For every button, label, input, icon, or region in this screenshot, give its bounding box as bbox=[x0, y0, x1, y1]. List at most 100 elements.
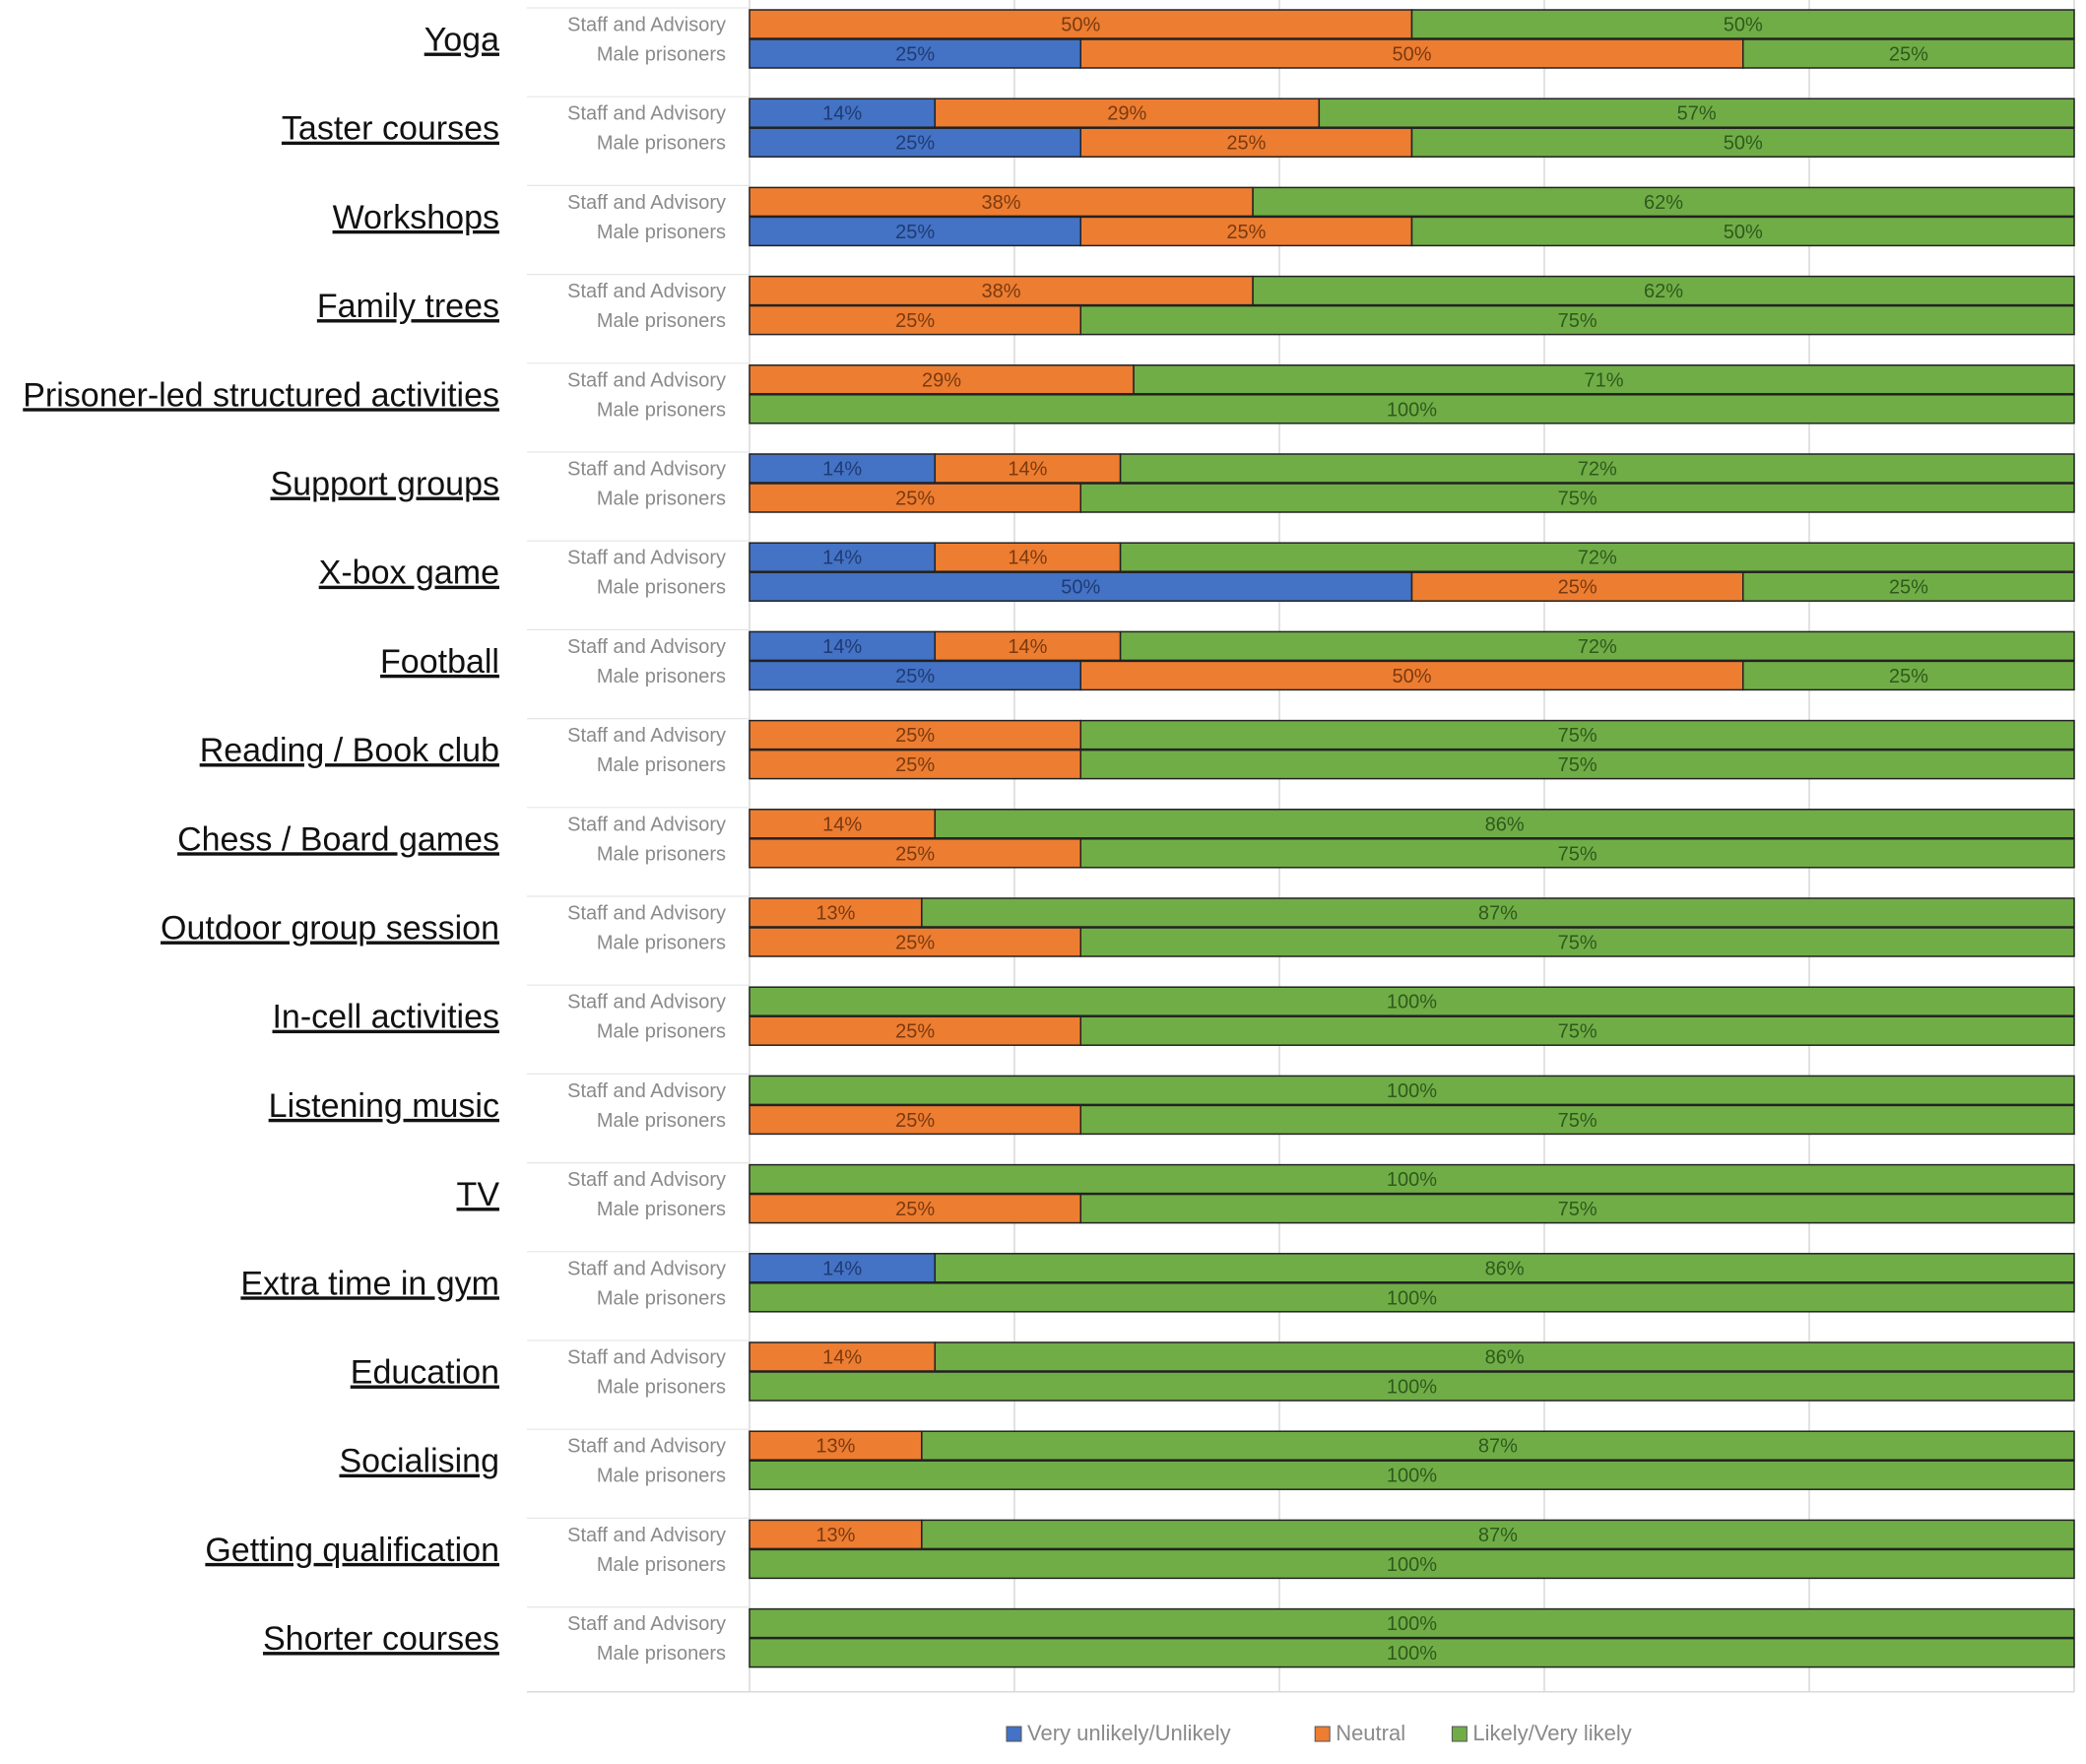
bar-segment bbox=[749, 749, 1081, 780]
data-label: 100% bbox=[1387, 399, 1437, 421]
data-label: 50% bbox=[1724, 15, 1763, 36]
data-label: 62% bbox=[1644, 281, 1683, 302]
data-label: 86% bbox=[1485, 1258, 1525, 1279]
data-label: 14% bbox=[1008, 548, 1047, 569]
group-label: Male prisoners bbox=[597, 1554, 726, 1576]
group-label: Male prisoners bbox=[597, 1287, 726, 1309]
data-label: 29% bbox=[1107, 103, 1146, 125]
bar-segment bbox=[749, 1637, 2075, 1668]
bar-segment bbox=[921, 1430, 2075, 1461]
group-label: Male prisoners bbox=[597, 843, 726, 865]
category-label: Outdoor group session bbox=[161, 910, 499, 947]
data-label: 13% bbox=[815, 1525, 855, 1546]
bar-segment bbox=[749, 630, 937, 662]
bar-segment bbox=[934, 542, 1122, 572]
bar-segment bbox=[1079, 1015, 2075, 1046]
bar-segment bbox=[934, 630, 1122, 662]
category-label: Extra time in gym bbox=[240, 1265, 499, 1302]
bar-segment bbox=[749, 897, 923, 928]
group-label: Staff and Advisory bbox=[567, 548, 726, 569]
data-label: 100% bbox=[1387, 1080, 1437, 1102]
data-label: 87% bbox=[1478, 1436, 1518, 1458]
bar-segment bbox=[1079, 216, 1413, 247]
bar-segment bbox=[1079, 719, 2075, 751]
bar-segment bbox=[749, 542, 937, 572]
bar-segment bbox=[749, 304, 1081, 336]
legend-swatch bbox=[1451, 1726, 1467, 1742]
data-label: 14% bbox=[822, 103, 862, 125]
data-label: 100% bbox=[1387, 1169, 1437, 1191]
data-label: 50% bbox=[1061, 577, 1100, 599]
data-label: 25% bbox=[895, 222, 935, 243]
data-label: 100% bbox=[1387, 1613, 1437, 1635]
data-label: 13% bbox=[815, 1436, 855, 1458]
group-label: Male prisoners bbox=[597, 1377, 726, 1399]
bar-segment bbox=[749, 275, 1254, 306]
data-label: 25% bbox=[1889, 666, 1928, 687]
category-label: In-cell activities bbox=[272, 999, 499, 1036]
group-label: Male prisoners bbox=[597, 1643, 726, 1665]
category-label: Reading / Book club bbox=[200, 732, 499, 769]
data-label: 14% bbox=[1008, 459, 1047, 481]
bar-segment bbox=[1079, 1193, 2075, 1224]
group-label: Staff and Advisory bbox=[567, 814, 726, 835]
data-label: 100% bbox=[1387, 1554, 1437, 1576]
category-label: Chess / Board games bbox=[177, 820, 499, 858]
bar-segment bbox=[1079, 838, 2075, 869]
group-label: Male prisoners bbox=[597, 754, 726, 776]
category-label: Football bbox=[380, 643, 499, 681]
data-label: 50% bbox=[1061, 15, 1100, 36]
bar-segment bbox=[1079, 1104, 2075, 1136]
bar-segment bbox=[749, 1548, 2075, 1580]
group-label: Male prisoners bbox=[597, 933, 726, 954]
bar-segment bbox=[749, 98, 937, 128]
bar-segment bbox=[1742, 38, 2075, 69]
data-label: 25% bbox=[895, 44, 935, 66]
data-label: 75% bbox=[1558, 1110, 1597, 1132]
group-label: Staff and Advisory bbox=[567, 636, 726, 658]
category-label: Yoga bbox=[424, 22, 499, 59]
group-label: Staff and Advisory bbox=[567, 1080, 726, 1102]
bar-segment bbox=[1252, 186, 2075, 218]
data-label: 87% bbox=[1478, 1525, 1518, 1546]
group-label: Staff and Advisory bbox=[567, 1169, 726, 1191]
bar-segment bbox=[749, 9, 1413, 39]
group-label: Male prisoners bbox=[597, 310, 726, 332]
group-label: Male prisoners bbox=[597, 222, 726, 243]
group-label: Male prisoners bbox=[597, 577, 726, 599]
bar-segment bbox=[749, 1253, 937, 1283]
category-label: Listening music bbox=[269, 1087, 499, 1125]
bar-segment bbox=[1410, 127, 2075, 158]
legend-swatch bbox=[1314, 1726, 1331, 1742]
data-label: 29% bbox=[922, 369, 961, 391]
data-label: 38% bbox=[982, 281, 1021, 302]
bar-segment bbox=[1079, 483, 2075, 513]
data-label: 75% bbox=[1558, 725, 1597, 747]
data-label: 50% bbox=[1724, 133, 1763, 155]
group-label: Male prisoners bbox=[597, 133, 726, 155]
data-label: 25% bbox=[1226, 222, 1266, 243]
category-label: TV bbox=[457, 1176, 500, 1213]
bar-segment bbox=[921, 1519, 2075, 1550]
bar-segment bbox=[749, 364, 1135, 395]
category-label: Prisoner-led structured activities bbox=[23, 376, 499, 414]
category-label: Workshops bbox=[333, 199, 499, 236]
data-label: 50% bbox=[1392, 666, 1431, 687]
labels: Yoga Staff and Advisory 50% 50% Male prisone… bbox=[23, 15, 1928, 1666]
data-label: 71% bbox=[1585, 369, 1624, 391]
data-label: 25% bbox=[895, 933, 935, 954]
bars bbox=[749, 9, 2075, 1668]
data-label: 25% bbox=[1558, 577, 1597, 599]
group-label: Male prisoners bbox=[597, 666, 726, 687]
bar-segment bbox=[749, 1460, 2075, 1490]
group-label: Staff and Advisory bbox=[567, 1258, 726, 1279]
bar-segment bbox=[1252, 275, 2075, 306]
bar-segment bbox=[1119, 630, 2075, 662]
data-label: 86% bbox=[1485, 1347, 1525, 1369]
data-label: 75% bbox=[1558, 1021, 1597, 1043]
data-label: 72% bbox=[1578, 636, 1617, 658]
group-label: Staff and Advisory bbox=[567, 369, 726, 391]
group-label: Staff and Advisory bbox=[567, 1347, 726, 1369]
data-label: 38% bbox=[982, 192, 1021, 214]
